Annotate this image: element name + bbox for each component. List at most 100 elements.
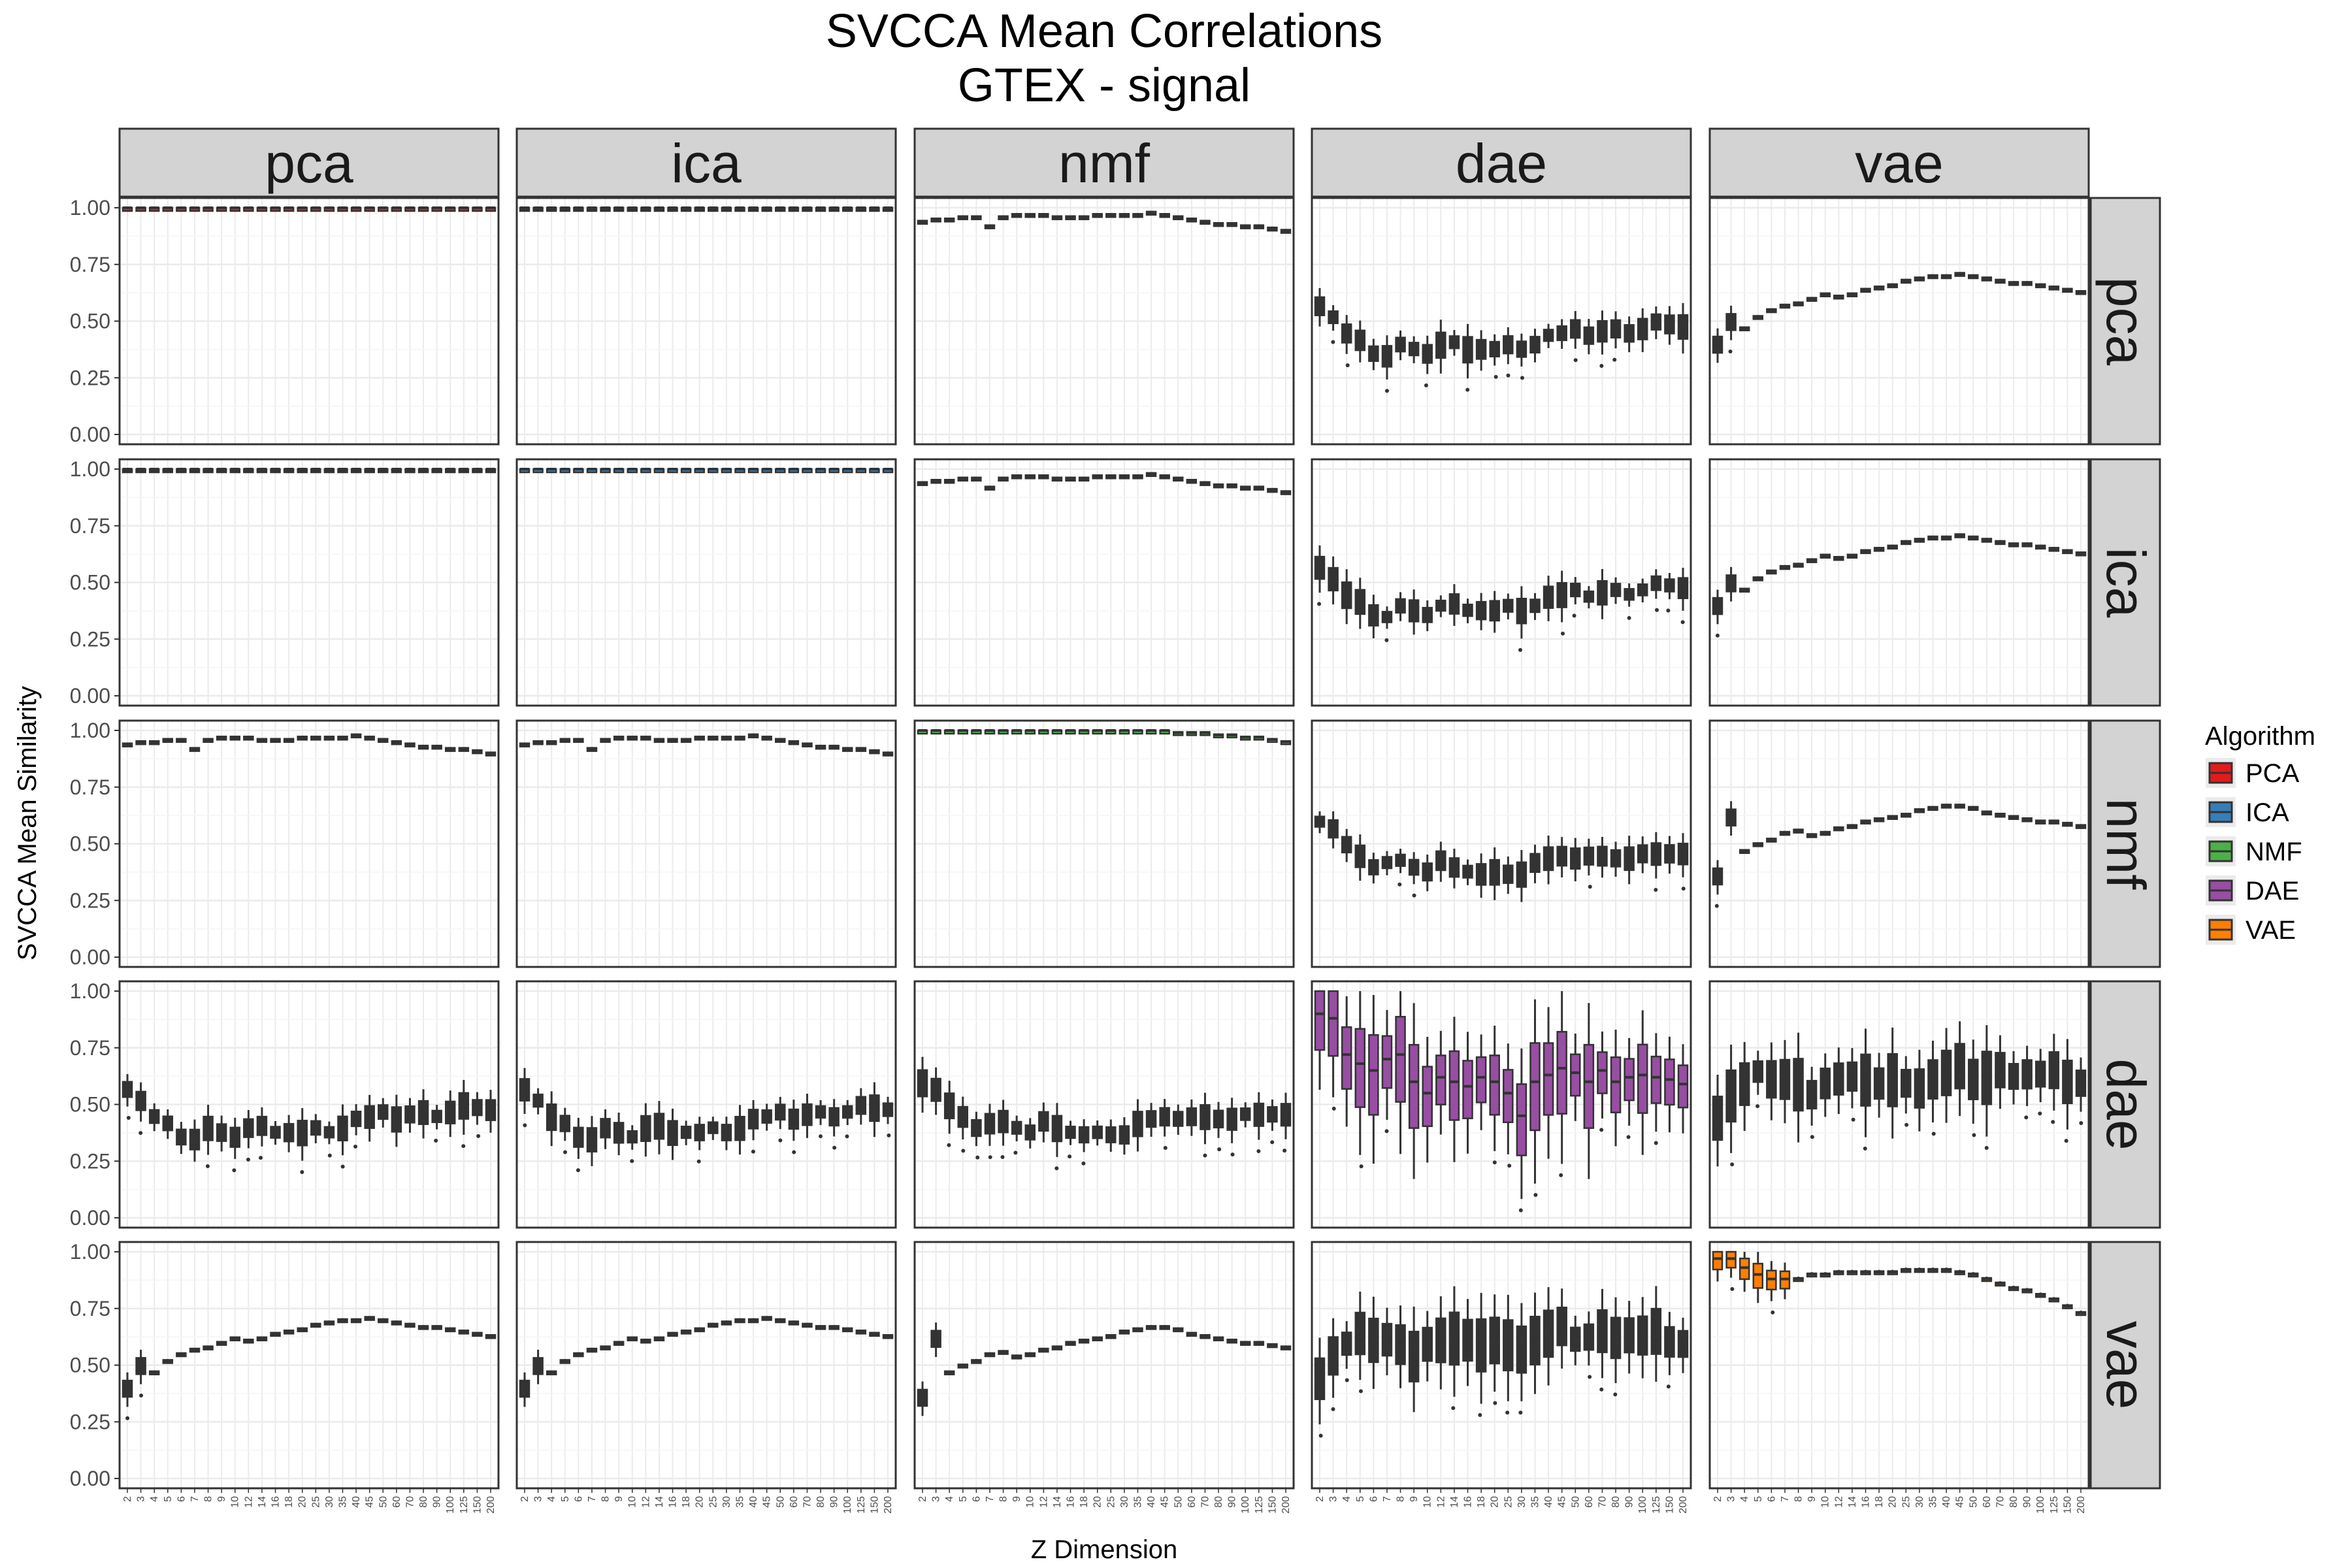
panel-border xyxy=(1708,197,2090,446)
x-tick-label: 8 xyxy=(1793,1496,1805,1502)
outlier-point xyxy=(1654,887,1658,892)
box-150 xyxy=(2062,1059,2073,1105)
outlier-point xyxy=(1384,389,1389,393)
box-20 xyxy=(1489,858,1500,886)
box-16 xyxy=(1462,336,1473,364)
y-tick-label: 0.00 xyxy=(70,423,110,446)
row-strip-label-nmf: nmf xyxy=(2095,798,2157,890)
outlier-point xyxy=(1588,885,1592,889)
outlier-point xyxy=(1507,1164,1512,1168)
x-tick-label: 125 xyxy=(1254,1496,1265,1514)
box-125 xyxy=(2048,1051,2060,1090)
x-tick-label: 25 xyxy=(708,1496,719,1508)
box-20 xyxy=(1489,1316,1500,1365)
x-tick-label: 200 xyxy=(485,1496,497,1514)
box-10 xyxy=(1422,1326,1433,1362)
x-tick-label: 80 xyxy=(1213,1496,1224,1508)
panel-pca-nmf xyxy=(913,197,1295,446)
x-tick-label: 25 xyxy=(310,1496,321,1508)
outlier-point xyxy=(1270,1140,1275,1145)
box-125 xyxy=(458,1092,470,1120)
x-tick-label: 5 xyxy=(958,1496,969,1502)
x-tick-label: 45 xyxy=(1557,1496,1568,1508)
x-tick-label: 80 xyxy=(1610,1496,1622,1508)
box-2 xyxy=(1712,1250,1723,1271)
box-6 xyxy=(1368,1034,1379,1116)
outlier-point xyxy=(1331,1106,1336,1111)
box-100 xyxy=(2034,1060,2046,1088)
x-tick-label: 5 xyxy=(163,1496,174,1502)
x-tick-label: 45 xyxy=(762,1496,773,1508)
outlier-point xyxy=(1573,358,1578,363)
outlier-point xyxy=(961,1149,966,1153)
panel-border xyxy=(1708,458,2090,707)
outlier-point xyxy=(1972,1133,1976,1137)
x-tick-label: 5 xyxy=(1753,1496,1764,1502)
x-tick-label: 100 xyxy=(1240,1496,1251,1514)
outlier-point xyxy=(975,1155,980,1160)
x-tick-label: 18 xyxy=(681,1496,692,1508)
box-5 xyxy=(1354,1311,1366,1356)
y-tick-label: 0.50 xyxy=(70,1354,110,1377)
x-tick-label: 30 xyxy=(721,1496,732,1508)
box-25 xyxy=(1901,1069,1912,1098)
x-tick-label: 200 xyxy=(1281,1496,1292,1514)
x-tick-label: 12 xyxy=(243,1496,254,1508)
outlier-point xyxy=(1851,1117,1855,1122)
outlier-point xyxy=(1397,882,1402,887)
box-45 xyxy=(1556,582,1567,608)
panel-dae-dae xyxy=(1311,980,1692,1229)
box-35 xyxy=(1927,1059,1938,1100)
box-70 xyxy=(1597,1309,1608,1354)
row-strip-label-ica: ica xyxy=(2095,547,2157,618)
outlier-point xyxy=(259,1156,263,1160)
x-tick-label: 40 xyxy=(748,1496,759,1508)
y-tick-label: 0.00 xyxy=(70,1206,110,1230)
column-strip-label-ica: ica xyxy=(671,133,742,194)
box-8 xyxy=(1395,1324,1406,1365)
box-80 xyxy=(2008,1062,2019,1090)
x-tick-label: 30 xyxy=(1119,1496,1130,1508)
panel-border xyxy=(913,1241,1295,1490)
outlier-point xyxy=(947,1143,951,1147)
x-tick-label: 3 xyxy=(931,1496,942,1502)
x-tick-label: 12 xyxy=(640,1496,651,1508)
outlier-point xyxy=(845,1134,849,1139)
x-tick-label: 25 xyxy=(1105,1496,1117,1508)
outlier-point xyxy=(1863,1147,1867,1151)
outlier-point xyxy=(1492,1160,1497,1165)
y-tick-label: 0.25 xyxy=(70,1149,110,1173)
box-20 xyxy=(1887,1053,1898,1107)
box-9 xyxy=(1408,1330,1420,1382)
x-tick-label: 6 xyxy=(971,1496,982,1502)
x-tick-label: 8 xyxy=(600,1496,612,1502)
y-tick-label: 1.00 xyxy=(70,979,110,1003)
panel-pca-ica xyxy=(515,197,897,446)
y-tick-label: 0.50 xyxy=(70,832,110,856)
outlier-point xyxy=(2051,1120,2055,1124)
x-tick-label: 3 xyxy=(136,1496,147,1502)
x-tick-label: 14 xyxy=(654,1496,665,1508)
x-tick-label: 10 xyxy=(1025,1496,1036,1508)
box-9 xyxy=(1806,1079,1818,1110)
box-20 xyxy=(297,1119,308,1147)
x-tick-label: 30 xyxy=(324,1496,335,1508)
outlier-point xyxy=(1599,363,1604,368)
box-5 xyxy=(1354,1028,1366,1108)
outlier-point xyxy=(232,1168,237,1173)
x-tick-label: 18 xyxy=(284,1496,295,1508)
box-60 xyxy=(391,1106,402,1133)
outlier-point xyxy=(2064,1139,2068,1143)
x-tick-label: 200 xyxy=(883,1496,894,1514)
x-tick-label: 50 xyxy=(1968,1496,1979,1508)
panel-border xyxy=(1708,719,2090,968)
box-40 xyxy=(1543,1042,1554,1116)
y-tick-label: 1.00 xyxy=(70,196,110,220)
outlier-point xyxy=(1451,1406,1456,1411)
x-tick-label: 150 xyxy=(1267,1496,1278,1514)
panel-dae-nmf xyxy=(913,980,1295,1229)
x-tick-label: 18 xyxy=(1476,1496,1487,1508)
box-14 xyxy=(1448,1050,1460,1121)
y-tick-label: 1.00 xyxy=(70,1240,110,1264)
x-tick-label: 150 xyxy=(472,1496,483,1514)
